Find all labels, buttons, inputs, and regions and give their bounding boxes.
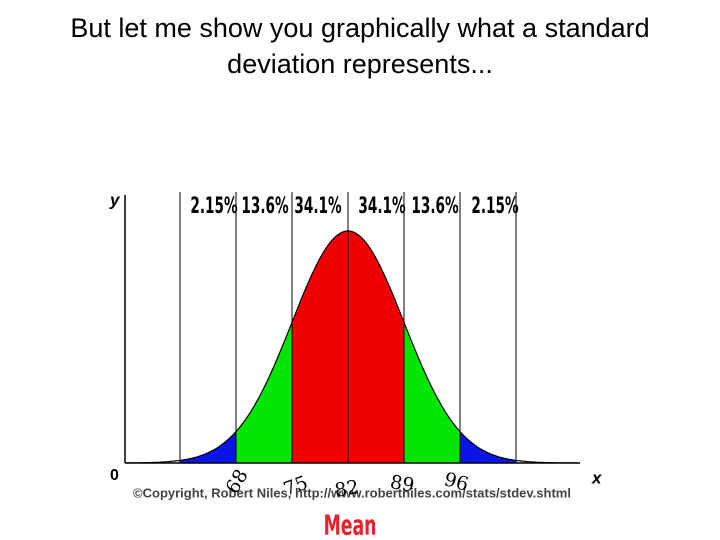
curve-band [460,431,516,463]
band-label: 2.15% [471,194,518,219]
curve-band [292,231,348,463]
title-line: deviation represents... [227,49,493,79]
y-axis-label: y [109,190,121,209]
band-label: 13.6% [241,194,288,219]
origin-label: 0 [110,467,119,484]
band-label: 34.1% [358,194,405,219]
curve-areas [126,230,578,464]
curve-outline [126,230,578,464]
band-label: 2.15% [190,194,237,219]
band-label: 13.6% [411,194,458,219]
handwritten-score: 89 [388,471,416,497]
mean-label: Mean [324,509,377,540]
x-axis-label: x [591,468,603,487]
curve-band [348,231,404,463]
copyright: ©Copyright, Robert Niles, http://www.rob… [133,485,571,500]
handwritten-score: 82 [333,476,361,502]
sigma-lines [179,192,517,463]
curve-band [180,431,236,463]
slide-title: But let me show you graphically what a s… [0,10,720,82]
band-label: 34.1% [294,194,341,219]
title-line: But let me show you graphically what a s… [70,13,650,43]
